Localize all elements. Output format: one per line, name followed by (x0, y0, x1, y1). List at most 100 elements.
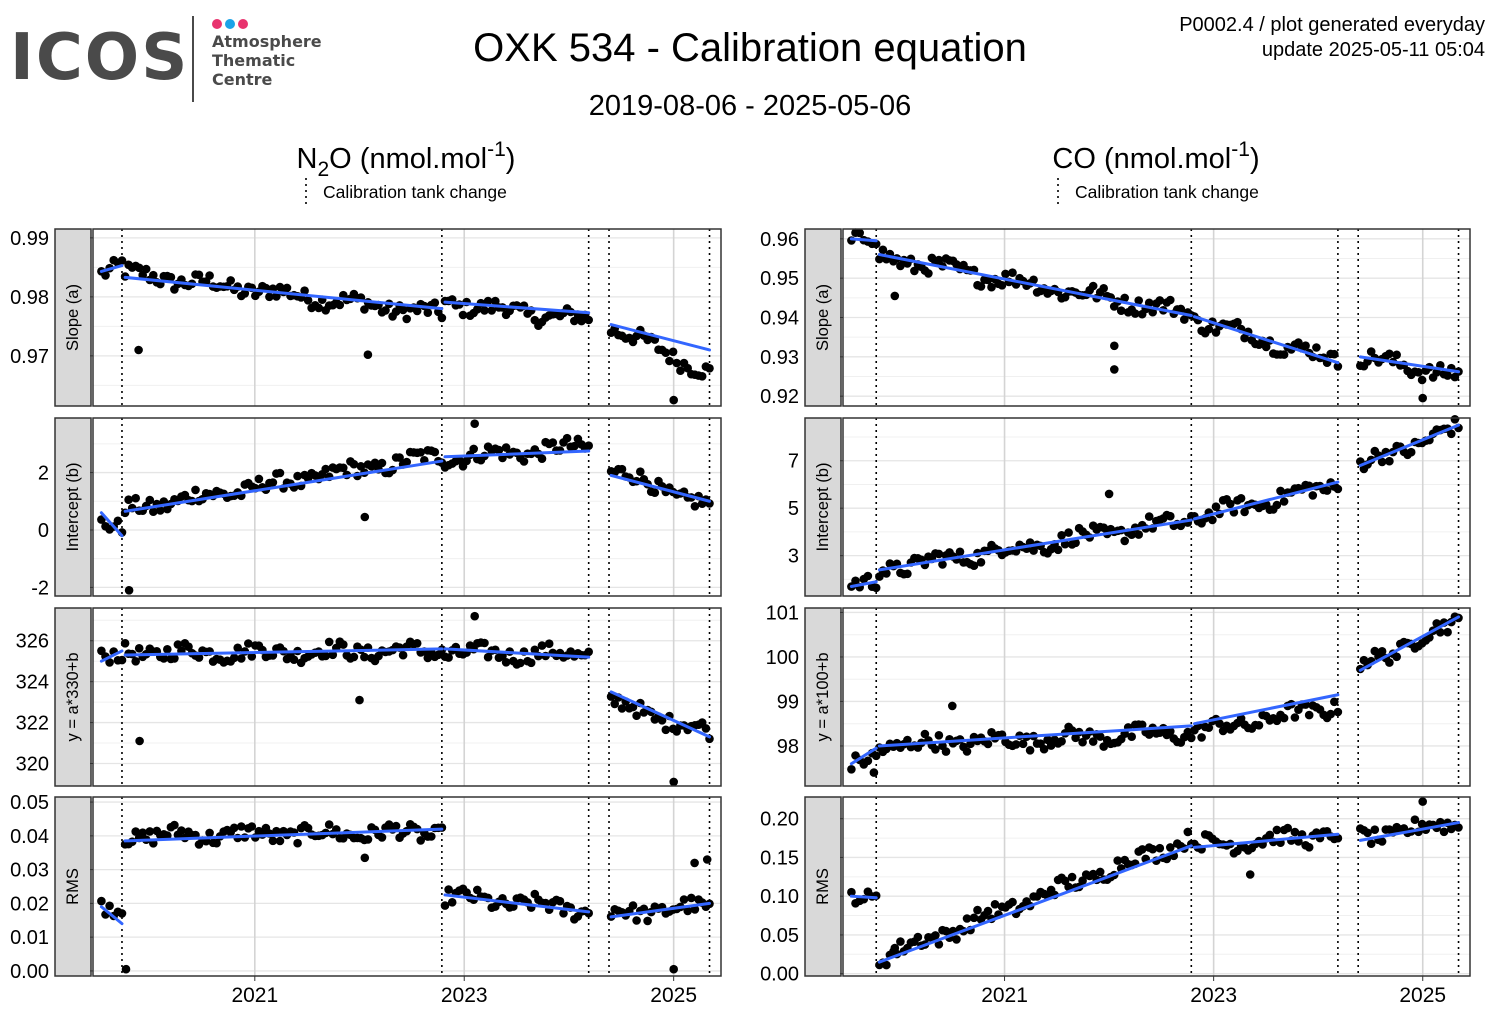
fit-line (1358, 615, 1461, 672)
fit-line (443, 893, 591, 914)
data-point (997, 281, 1007, 290)
data-point (145, 827, 155, 836)
y-tick-label: 5 (788, 498, 799, 520)
data-point (969, 913, 979, 923)
data-point (141, 264, 151, 274)
fit-line (609, 323, 712, 352)
data-point (1261, 342, 1271, 352)
panel-label: y = a*330+b (64, 653, 82, 742)
data-point (934, 549, 944, 559)
data-point (983, 739, 993, 749)
data-point (360, 305, 369, 314)
data-point (483, 652, 493, 662)
data-point (896, 937, 905, 946)
data-point (398, 650, 408, 660)
data-point (1155, 843, 1165, 853)
data-point (1304, 843, 1314, 852)
data-point (1144, 298, 1154, 308)
data-point (1120, 536, 1129, 546)
data-point (447, 898, 457, 907)
panel-label: Intercept (b) (64, 463, 82, 552)
data-point (1099, 523, 1108, 532)
data-point (1377, 457, 1387, 467)
data-point (138, 828, 147, 837)
data-point (1110, 365, 1119, 374)
data-point (1001, 269, 1010, 279)
data-point (324, 820, 334, 829)
y-tick-label: 0.00 (10, 961, 49, 983)
data-point (1406, 447, 1416, 457)
data-point (584, 647, 593, 657)
panel-1-2: y = a*100+b 98 99 100 101 (766, 602, 1471, 787)
data-point (628, 702, 638, 712)
data-point (1099, 742, 1108, 751)
data-point (1110, 341, 1119, 351)
data-point (516, 658, 525, 668)
data-point (1067, 872, 1077, 882)
data-point (676, 366, 685, 376)
data-point (1211, 502, 1221, 512)
panel-strip (804, 607, 842, 787)
y-tick-label: 0.92 (760, 386, 799, 408)
data-point (882, 960, 891, 970)
fit-line (443, 449, 591, 459)
data-point (1245, 870, 1255, 879)
data-point (1312, 343, 1321, 352)
data-point (882, 569, 891, 578)
y-tick-label: 0 (38, 520, 49, 542)
y-tick-label: 0.15 (760, 847, 799, 869)
y-tick-label: 99 (777, 691, 799, 713)
data-point (1363, 828, 1372, 838)
data-point (577, 316, 586, 326)
data-point (194, 270, 204, 280)
panel-1-1: Intercept (b) 3 5 7 (788, 415, 1471, 597)
icos-logo: ICOS Atmosphere Thematic Centre (8, 12, 328, 108)
column-title: CO (nmol.mol-1) (1052, 138, 1259, 175)
data-point (1104, 489, 1114, 499)
panel-strip (804, 417, 842, 597)
data-point (628, 901, 638, 910)
data-point (1272, 500, 1282, 510)
x-tick-label: 2023 (1190, 984, 1237, 1007)
y-tick-label: 0.97 (10, 346, 49, 368)
data-point (398, 305, 408, 315)
data-point (395, 453, 404, 462)
fit-line (1358, 423, 1461, 467)
y-tick-label: 0.94 (760, 308, 799, 330)
data-point (955, 547, 965, 557)
data-point (661, 348, 671, 358)
panel-border (92, 796, 722, 977)
logo-divider (192, 16, 194, 102)
data-point (339, 640, 348, 649)
fit-line (99, 511, 124, 538)
data-point (282, 283, 292, 293)
data-point (229, 823, 239, 833)
data-point (205, 828, 214, 838)
data-point (1436, 628, 1445, 637)
panel-strip (54, 228, 92, 407)
y-tick-label: 0.03 (10, 860, 49, 882)
data-point (617, 704, 627, 713)
data-point (360, 652, 369, 662)
data-point (1064, 528, 1073, 537)
data-point (1204, 324, 1214, 334)
data-point (1095, 732, 1105, 741)
data-point (469, 444, 479, 454)
data-point (1144, 730, 1154, 739)
data-point (97, 515, 106, 524)
data-point (1011, 740, 1021, 749)
data-point (661, 725, 671, 735)
page-title: OXK 534 - Calibration equation (473, 26, 1027, 70)
data-point (149, 507, 158, 516)
data-point (1279, 350, 1289, 359)
y-tick-label: 0.04 (10, 826, 49, 848)
data-point (1254, 721, 1264, 730)
logo-dot (225, 19, 235, 29)
data-point (931, 931, 940, 940)
data-point (679, 895, 689, 904)
fit-line (99, 905, 124, 926)
data-point (480, 638, 489, 648)
data-point (1008, 268, 1017, 278)
data-point (530, 645, 540, 655)
data-point (537, 454, 547, 464)
